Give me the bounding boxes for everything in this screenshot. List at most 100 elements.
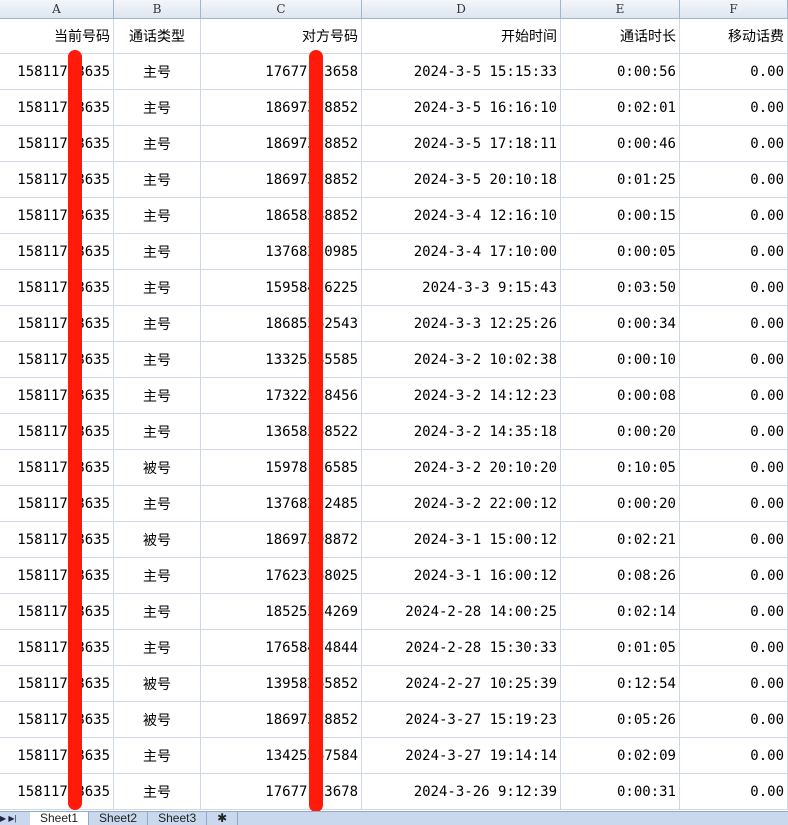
table-cell[interactable]: 主号	[114, 306, 201, 341]
table-cell[interactable]: 2024-3-27 19:14:14	[362, 738, 561, 773]
table-cell[interactable]: 0.00	[680, 486, 788, 521]
table-cell[interactable]: 2024-3-27 15:19:23	[362, 702, 561, 737]
table-cell[interactable]: 0.00	[680, 54, 788, 89]
table-cell[interactable]: 13768250985	[201, 234, 362, 269]
table-cell[interactable]: 18525534269	[201, 594, 362, 629]
table-cell[interactable]: 15811758635	[0, 162, 114, 197]
table-cell[interactable]: 17677123658	[201, 54, 362, 89]
table-cell[interactable]: 15811758635	[0, 270, 114, 305]
table-cell[interactable]: 18658548852	[201, 198, 362, 233]
table-cell[interactable]: 2024-3-1 15:00:12	[362, 522, 561, 557]
table-cell[interactable]: 0.00	[680, 126, 788, 161]
table-cell[interactable]: 13425567584	[201, 738, 362, 773]
table-cell[interactable]: 18697378852	[201, 162, 362, 197]
table-cell[interactable]: 18697378852	[201, 90, 362, 125]
table-cell[interactable]: 主号	[114, 54, 201, 89]
table-cell[interactable]: 2024-3-2 14:35:18	[362, 414, 561, 449]
table-cell[interactable]: 0:00:31	[561, 774, 680, 809]
table-cell[interactable]: 主号	[114, 162, 201, 197]
table-cell[interactable]: 主号	[114, 126, 201, 161]
table-cell[interactable]: 0.00	[680, 234, 788, 269]
table-cell[interactable]: 被号	[114, 450, 201, 485]
table-cell[interactable]: 2024-3-2 10:02:38	[362, 342, 561, 377]
table-cell[interactable]: 0:00:20	[561, 486, 680, 521]
table-cell[interactable]: 2024-3-2 14:12:23	[362, 378, 561, 413]
table-cell[interactable]: 0:03:50	[561, 270, 680, 305]
table-cell[interactable]: 被号	[114, 666, 201, 701]
table-cell[interactable]: 15811758635	[0, 90, 114, 125]
table-cell[interactable]: 0.00	[680, 522, 788, 557]
table-cell[interactable]: 15811758635	[0, 234, 114, 269]
sheet-tab[interactable]: Sheet1	[30, 812, 90, 825]
header-cell[interactable]: 当前号码	[0, 19, 114, 53]
table-cell[interactable]: 0:00:34	[561, 306, 680, 341]
table-cell[interactable]: 0.00	[680, 198, 788, 233]
table-cell[interactable]: 18697378852	[201, 126, 362, 161]
table-cell[interactable]: 15811758635	[0, 522, 114, 557]
table-cell[interactable]: 2024-3-5 17:18:11	[362, 126, 561, 161]
table-cell[interactable]: 15811758635	[0, 54, 114, 89]
table-cell[interactable]: 15811758635	[0, 558, 114, 593]
table-cell[interactable]: 18697378852	[201, 702, 362, 737]
table-cell[interactable]: 2024-3-2 20:10:20	[362, 450, 561, 485]
table-cell[interactable]: 2024-2-28 15:30:33	[362, 630, 561, 665]
table-cell[interactable]: 0.00	[680, 450, 788, 485]
table-cell[interactable]: 主号	[114, 342, 201, 377]
table-cell[interactable]: 0.00	[680, 774, 788, 809]
table-cell[interactable]: 18697398872	[201, 522, 362, 557]
header-cell[interactable]: 开始时间	[362, 19, 561, 53]
table-cell[interactable]: 主号	[114, 738, 201, 773]
header-cell[interactable]: 通话类型	[114, 19, 201, 53]
table-cell[interactable]: 0:01:05	[561, 630, 680, 665]
table-cell[interactable]: 0:00:15	[561, 198, 680, 233]
table-cell[interactable]: 15958426225	[201, 270, 362, 305]
table-cell[interactable]: 2024-3-1 16:00:12	[362, 558, 561, 593]
table-cell[interactable]: 0:00:10	[561, 342, 680, 377]
table-cell[interactable]: 主号	[114, 414, 201, 449]
table-cell[interactable]: 13325545585	[201, 342, 362, 377]
table-cell[interactable]: 0.00	[680, 738, 788, 773]
table-cell[interactable]: 主号	[114, 630, 201, 665]
table-cell[interactable]: 15811758635	[0, 198, 114, 233]
table-cell[interactable]: 17677123678	[201, 774, 362, 809]
tab-scroll-icon[interactable]: ▶ ▶|	[0, 814, 17, 823]
table-cell[interactable]: 主号	[114, 486, 201, 521]
table-cell[interactable]: 2024-3-26 9:12:39	[362, 774, 561, 809]
table-cell[interactable]: 15811758635	[0, 342, 114, 377]
header-cell[interactable]: 通话时长	[561, 19, 680, 53]
table-cell[interactable]: 0:00:08	[561, 378, 680, 413]
table-cell[interactable]: 2024-3-3 9:15:43	[362, 270, 561, 305]
table-cell[interactable]: 主号	[114, 558, 201, 593]
column-header-c[interactable]: C	[201, 0, 362, 18]
table-cell[interactable]: 被号	[114, 702, 201, 737]
table-cell[interactable]: 15978156585	[201, 450, 362, 485]
table-cell[interactable]: 被号	[114, 522, 201, 557]
table-cell[interactable]: 0:00:56	[561, 54, 680, 89]
table-cell[interactable]: 17658474844	[201, 630, 362, 665]
table-cell[interactable]: 0:08:26	[561, 558, 680, 593]
table-cell[interactable]: 0.00	[680, 630, 788, 665]
table-cell[interactable]: 2024-3-2 22:00:12	[362, 486, 561, 521]
table-cell[interactable]: 0.00	[680, 702, 788, 737]
table-cell[interactable]: 2024-3-5 15:15:33	[362, 54, 561, 89]
table-cell[interactable]: 0:00:46	[561, 126, 680, 161]
table-cell[interactable]: 主号	[114, 378, 201, 413]
table-cell[interactable]: 2024-3-5 20:10:18	[362, 162, 561, 197]
table-cell[interactable]: 主号	[114, 774, 201, 809]
table-cell[interactable]: 0:12:54	[561, 666, 680, 701]
table-cell[interactable]: 15811758635	[0, 594, 114, 629]
table-cell[interactable]: 15811758635	[0, 450, 114, 485]
table-cell[interactable]: 15811758635	[0, 774, 114, 809]
column-header-b[interactable]: B	[114, 0, 201, 18]
table-cell[interactable]: 2024-2-27 10:25:39	[362, 666, 561, 701]
table-cell[interactable]: 0.00	[680, 594, 788, 629]
table-cell[interactable]: 2024-3-3 12:25:26	[362, 306, 561, 341]
column-header-a[interactable]: A	[0, 0, 114, 18]
table-cell[interactable]: 0.00	[680, 90, 788, 125]
table-cell[interactable]: 0:05:26	[561, 702, 680, 737]
header-cell[interactable]: 移动话费	[680, 19, 788, 53]
table-cell[interactable]: 0.00	[680, 270, 788, 305]
table-cell[interactable]: 17623568025	[201, 558, 362, 593]
table-cell[interactable]: 2024-3-5 16:16:10	[362, 90, 561, 125]
table-cell[interactable]: 0.00	[680, 342, 788, 377]
